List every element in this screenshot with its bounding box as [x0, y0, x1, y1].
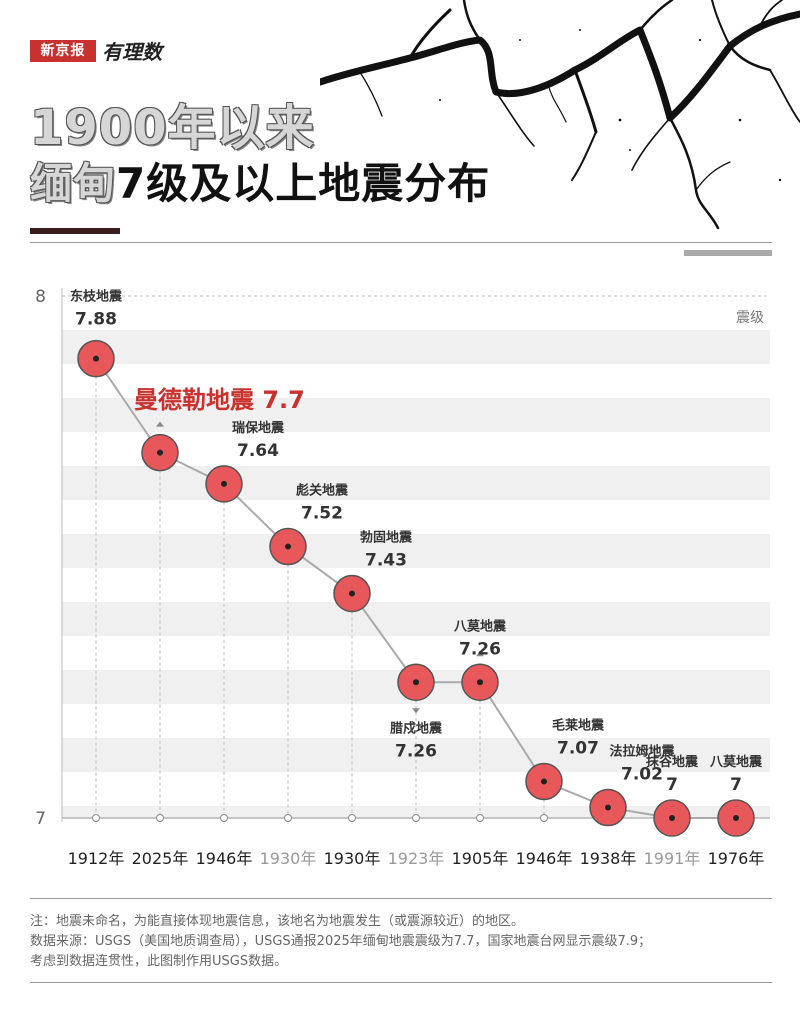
grid-band: [62, 466, 770, 500]
title-divider: [30, 242, 772, 243]
data-point-center: [669, 815, 675, 821]
y-tick-label: 8: [35, 287, 46, 307]
x-tick-label: 1923年: [388, 849, 445, 868]
title-gray-bar: [684, 250, 772, 256]
point-name-label: 瑞保地震: [232, 420, 285, 436]
x-tick-label: 1976年: [708, 849, 765, 868]
x-tick-mark: [156, 814, 164, 822]
title-accent-bar: [30, 228, 120, 234]
point-value-label: 7.07: [557, 738, 599, 758]
crack-illustration: [320, 0, 800, 230]
point-name-label: 法拉姆地震: [609, 744, 675, 760]
note-line: 数据来源：USGS（美国地质调查局），USGS通报2025年缅甸地震震级为7.7…: [30, 934, 652, 949]
grid-band: [62, 398, 770, 432]
title-line-2: 缅甸7级及以上地震分布: [30, 150, 490, 211]
x-tick-label: 1946年: [196, 849, 253, 868]
data-point-center: [413, 679, 419, 686]
x-tick-mark: [284, 814, 292, 822]
brand-sub-logo: 有理数: [102, 40, 162, 64]
point-name-label: 腊戍地震: [390, 720, 443, 736]
magnitude-chart: 8 7 震级 1912年 2025年 1946年 1930年 1930年 1923年 1905年 1…: [35, 287, 770, 868]
data-point-center: [605, 804, 611, 811]
point-name-label: 毛莱地震: [552, 717, 605, 733]
point-value-label: 7.64: [237, 441, 279, 461]
x-tick-mark: [412, 814, 420, 822]
point-name-label: 八莫地震: [709, 754, 763, 770]
grid-band: [62, 602, 770, 636]
x-tick-label: 1930年: [324, 849, 381, 868]
x-tick-mark: [92, 814, 100, 822]
point-value-label: 7: [666, 775, 678, 795]
x-tick-mark: [348, 814, 356, 822]
pointer-triangle: [476, 651, 484, 657]
point-value-label: 7.52: [301, 504, 343, 524]
data-point-center: [477, 679, 483, 686]
data-point-center: [157, 449, 163, 456]
x-tick-label: 1946年: [516, 849, 573, 868]
x-tick-label: 1905年: [452, 849, 509, 868]
point-value-label: 7: [730, 775, 742, 795]
x-tick-label: 1991年: [644, 849, 701, 868]
pointer-triangle: [412, 708, 420, 714]
data-point-center: [93, 355, 99, 362]
point-name-label: 抹谷地震: [646, 754, 699, 770]
note-line: 注：地震未命名，为能直接体现地震信息，该地名为地震发生（或震源较近）的地区。: [30, 914, 525, 929]
brand-logo: 新京报: [30, 40, 96, 62]
x-tick-label: 2025年: [132, 849, 189, 868]
point-value-label: 7.43: [365, 551, 407, 571]
point-name-label: 东枝地震: [70, 289, 123, 305]
title-line-1: 1900年以来: [30, 100, 315, 156]
notes-divider-top: [30, 898, 772, 899]
point-name-label: 彪关地震: [296, 483, 349, 499]
x-tick-mark: [540, 814, 548, 822]
data-point-center: [349, 590, 355, 597]
notes: 注：地震未命名，为能直接体现地震信息，该地名为地震发生（或震源较近）的地区。 数…: [30, 912, 772, 972]
data-point-center: [541, 778, 547, 785]
x-tick-label: 1938年: [580, 849, 637, 868]
grid-band: [62, 534, 770, 568]
data-point-center: [221, 480, 227, 487]
title-line-2-outline: 缅甸: [30, 159, 117, 208]
x-tick-label: 1930年: [260, 849, 317, 868]
grid-band: [62, 330, 770, 364]
title-line-2-solid: 7级及以上地震分布: [116, 159, 491, 208]
data-point-center: [285, 543, 291, 550]
point-value-label: 7.26: [459, 639, 501, 659]
y-axis-label: 震级: [736, 310, 764, 326]
y-tick-label: 7: [35, 809, 46, 829]
notes-divider-bottom: [30, 982, 772, 983]
highlight-annotation: 曼德勒地震 7.7: [134, 386, 305, 414]
point-name-label: 勃固地震: [360, 530, 413, 546]
x-tick-mark: [476, 814, 484, 822]
data-point-center: [733, 815, 739, 821]
note-line: 考虑到数据连贯性，此图制作用USGS数据。: [30, 954, 288, 969]
x-tick-label: 1912年: [68, 849, 125, 868]
point-value-label: 7.88: [75, 310, 117, 330]
x-tick-mark: [220, 814, 228, 822]
pointer-triangle: [156, 421, 164, 427]
point-value-label: 7.26: [395, 741, 437, 761]
point-name-label: 八莫地震: [453, 618, 507, 634]
point-value-label: 7.02: [621, 765, 663, 785]
